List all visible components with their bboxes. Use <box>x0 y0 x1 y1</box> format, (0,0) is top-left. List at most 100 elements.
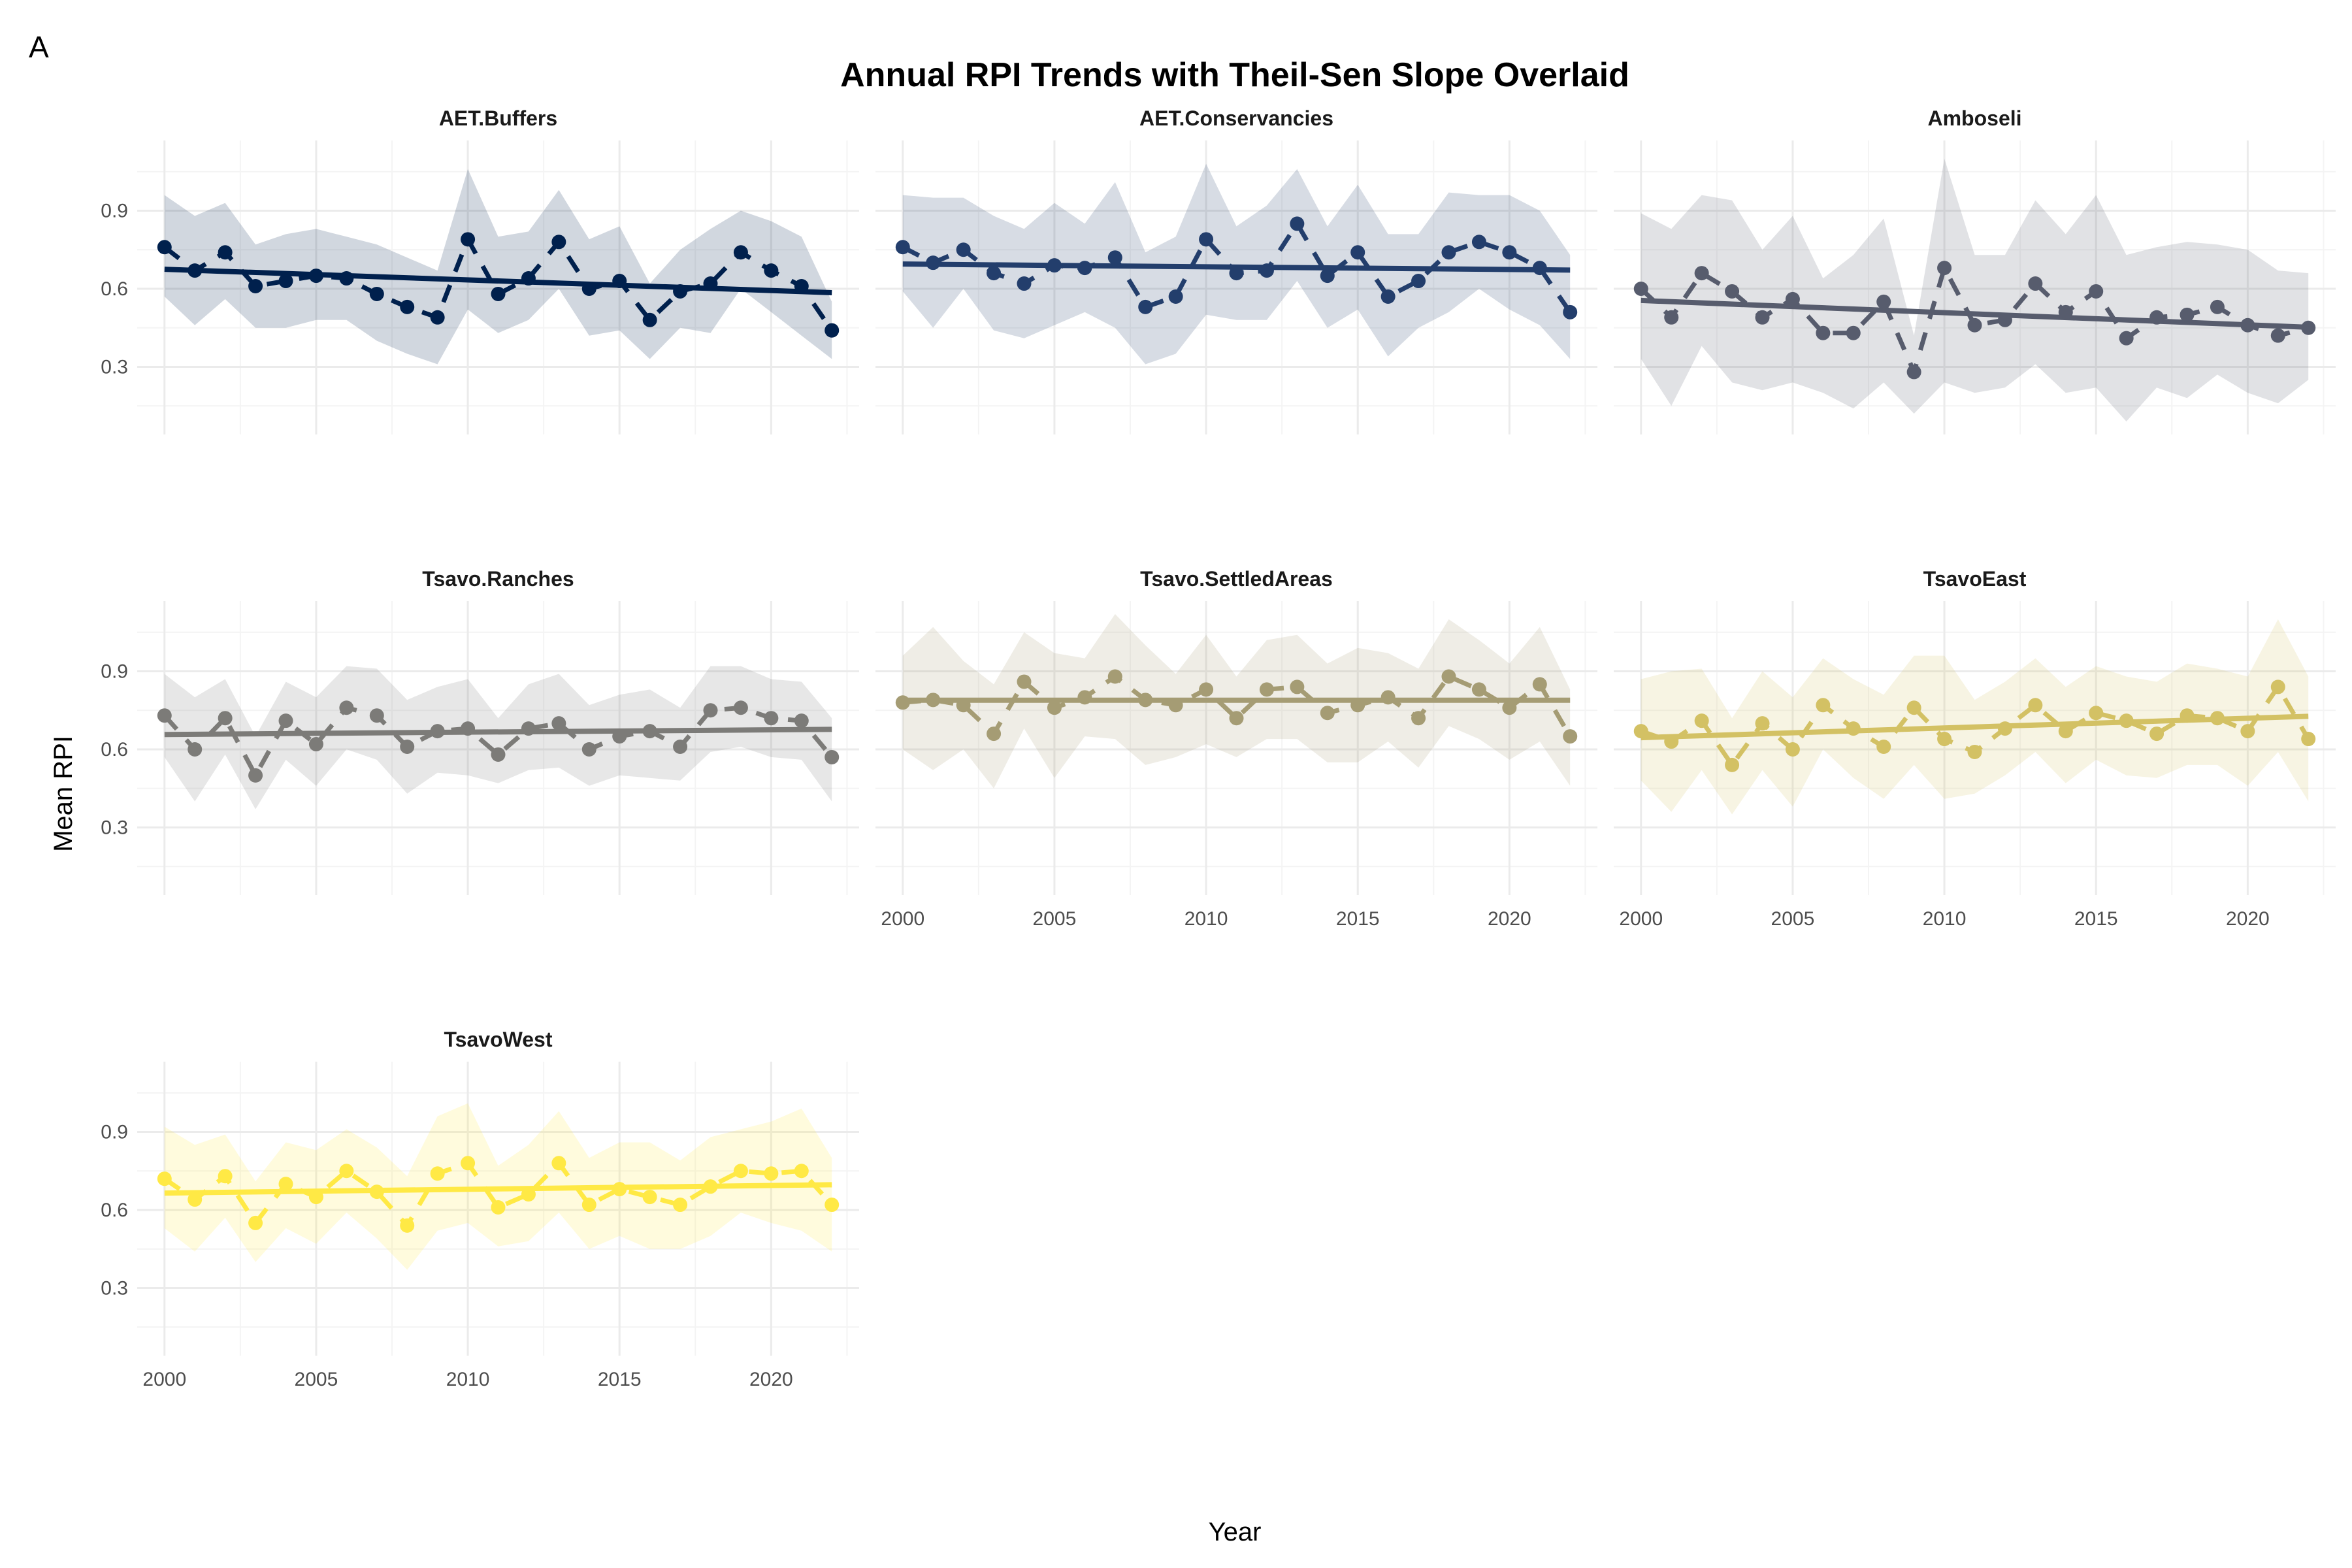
data-point <box>2089 706 2104 721</box>
data-point <box>825 1198 840 1213</box>
x-tick-label: 2020 <box>1488 908 1531 930</box>
data-point <box>825 749 840 764</box>
data-point <box>895 695 910 710</box>
data-point <box>1937 261 1952 276</box>
data-point <box>1633 724 1648 739</box>
data-point <box>278 274 293 289</box>
data-point <box>926 693 941 708</box>
y-tick-label: 0.6 <box>101 278 128 300</box>
data-point <box>2119 713 2134 728</box>
data-point <box>339 1164 354 1179</box>
data-point <box>2210 711 2225 726</box>
data-point <box>2058 724 2073 739</box>
data-point <box>1290 216 1305 231</box>
data-point <box>551 716 566 731</box>
data-point <box>188 742 203 757</box>
x-tick-label: 2000 <box>1619 908 1663 930</box>
data-point <box>491 747 506 762</box>
facet-panels: AET.Buffers 0.3 0.6 0.9 AET.Conservancies Amb… <box>101 106 2336 1390</box>
data-point <box>2180 307 2195 322</box>
data-point <box>1906 365 1921 380</box>
data-point <box>400 299 415 314</box>
data-point <box>2301 732 2316 747</box>
x-axis-title: Year <box>1209 1518 1262 1546</box>
data-point <box>2058 304 2073 319</box>
data-point <box>1694 713 1709 728</box>
data-point <box>2149 727 2164 742</box>
data-point <box>642 312 657 327</box>
data-point <box>1846 721 1861 736</box>
x-tick-label: 2000 <box>142 1369 186 1390</box>
data-point <box>521 271 536 286</box>
data-point <box>1785 291 1800 306</box>
data-point <box>157 240 172 255</box>
data-point <box>1017 674 1032 689</box>
data-point <box>673 1198 688 1213</box>
data-point <box>551 235 566 250</box>
data-point <box>248 1215 263 1230</box>
data-point <box>308 737 323 752</box>
panel-tsavo-ranches: Tsavo.Ranches 0.3 0.6 0.9 <box>101 567 859 895</box>
data-point <box>1816 325 1831 340</box>
data-point <box>794 1164 809 1179</box>
data-point <box>218 245 233 260</box>
data-point <box>926 255 941 270</box>
x-tick-label: 2005 <box>1771 908 1815 930</box>
data-point <box>430 1166 445 1181</box>
data-point <box>551 1156 566 1171</box>
theil-sen-trend-line <box>1641 297 2309 330</box>
data-point <box>581 742 596 757</box>
data-point <box>521 1187 536 1202</box>
data-point <box>1876 294 1891 309</box>
facet-strip-label: AET.Conservancies <box>1139 106 1333 130</box>
data-point <box>218 711 233 726</box>
data-point <box>1502 245 1517 260</box>
data-point <box>1694 266 1709 281</box>
data-point <box>612 274 627 289</box>
data-point <box>218 1169 233 1184</box>
data-point <box>400 1218 415 1233</box>
data-point <box>703 1179 718 1194</box>
data-point <box>2270 328 2285 343</box>
facet-strip-label: Tsavo.Ranches <box>422 567 574 591</box>
data-point <box>369 708 384 723</box>
data-point <box>1633 281 1648 296</box>
data-point <box>1380 690 1396 705</box>
confidence-ribbon <box>164 666 832 809</box>
data-point <box>1725 757 1740 772</box>
data-point <box>339 271 354 286</box>
data-point <box>1259 263 1274 278</box>
data-point <box>157 708 172 723</box>
data-point <box>339 700 354 715</box>
data-point <box>1967 744 1982 759</box>
data-point <box>2028 276 2043 291</box>
data-point <box>1350 245 1365 260</box>
panel-aet-conservancies: AET.Conservancies <box>875 106 1597 434</box>
data-point <box>491 286 506 301</box>
y-tick-label: 0.9 <box>101 1122 128 1143</box>
y-tick-label: 0.3 <box>101 817 128 838</box>
data-point <box>1441 669 1456 684</box>
data-point <box>2240 318 2255 333</box>
data-point <box>1563 729 1578 744</box>
confidence-ribbon <box>902 163 1571 365</box>
data-point <box>895 240 910 255</box>
y-tick-label: 0.9 <box>101 201 128 222</box>
data-point <box>956 242 971 257</box>
x-tick-label: 2010 <box>446 1369 490 1390</box>
data-point <box>1168 698 1183 713</box>
data-point <box>1755 310 1770 325</box>
data-point <box>1471 682 1486 697</box>
data-point <box>2301 320 2316 335</box>
data-point <box>369 286 384 301</box>
series-line <box>163 237 834 332</box>
panel-amboseli: Amboseli <box>1614 106 2336 434</box>
x-tick-label: 2010 <box>1923 908 1967 930</box>
data-point <box>278 713 293 728</box>
data-point <box>1441 245 1456 260</box>
data-point <box>491 1200 506 1215</box>
data-point <box>308 269 323 284</box>
data-point <box>733 700 748 715</box>
theil-sen-trend-line <box>1641 713 2309 741</box>
data-point <box>1755 716 1770 731</box>
